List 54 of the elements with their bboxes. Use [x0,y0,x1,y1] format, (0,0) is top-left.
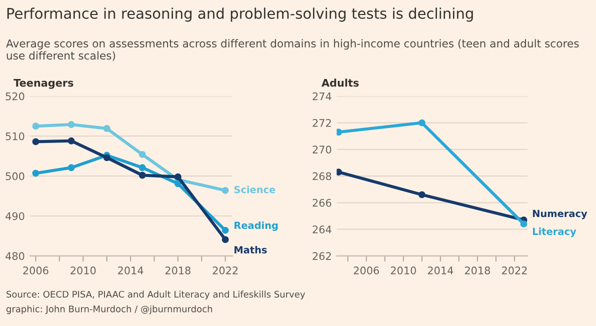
series-label: Science [234,186,276,194]
point [138,172,146,179]
y-tick-label: 520 [6,92,24,100]
series-label: Reading [234,221,278,231]
x-tick-label: 2014 [428,266,454,274]
y-tick-label: 270 [312,146,332,154]
point [68,121,75,128]
y-axis-title: Teenagers [14,78,74,89]
y-tick-label: 266 [312,198,332,207]
x-tick-label: 2010 [70,266,96,274]
x-tick-label: 2014 [118,266,144,274]
x-tick-label: 2006 [354,266,379,274]
point [336,128,342,136]
point [103,154,110,162]
series-label: Numeracy [532,210,588,220]
x-tick-label: 2022 [212,266,238,274]
point [68,164,75,172]
point [138,164,146,172]
point [174,180,182,188]
series-label: Maths [234,246,267,254]
y-tick-label: 510 [6,132,24,140]
series-label: Literacy [532,228,576,238]
y-tick-label: 262 [312,252,331,260]
text: Average scores on assessments across different domains in high-income countries (teen and adult scores use different scales) [6,39,579,61]
x-tick-label: 2018 [464,266,490,274]
point [32,122,40,130]
text: graphic: John Burn-Murdoch / @jburnmurdoch [6,305,212,314]
x-tick-label: 2010 [390,266,416,274]
point [418,191,426,198]
point [222,186,229,194]
point [222,226,229,234]
x-tick-label: 2018 [165,266,190,274]
y-tick-label: 490 [6,212,24,220]
point [103,125,110,132]
x-tick-label: 2022 [502,266,527,274]
point [32,170,40,177]
y-tick-label: 500 [6,172,24,180]
chart-title: Performance in reasoning and problem-solving tests is declining [7,8,473,22]
y-tick-label: 268 [312,172,332,180]
y-axis-title: Adults [322,78,359,87]
y-tick-label: 480 [6,252,24,260]
point [68,137,75,144]
point [222,236,229,244]
point [418,119,426,126]
y-tick-label: 272 [312,119,331,127]
point [336,168,342,176]
point [174,173,182,180]
source-note: Source: OECD PISA, PIAAC and Adult Literacy and Lifeskills Survey [6,290,306,300]
point [32,138,40,146]
y-tick-label: 274 [312,92,332,100]
y-tick-label: 264 [312,226,332,234]
point [138,151,146,158]
x-tick-label: 2006 [23,266,48,274]
point [520,220,528,228]
